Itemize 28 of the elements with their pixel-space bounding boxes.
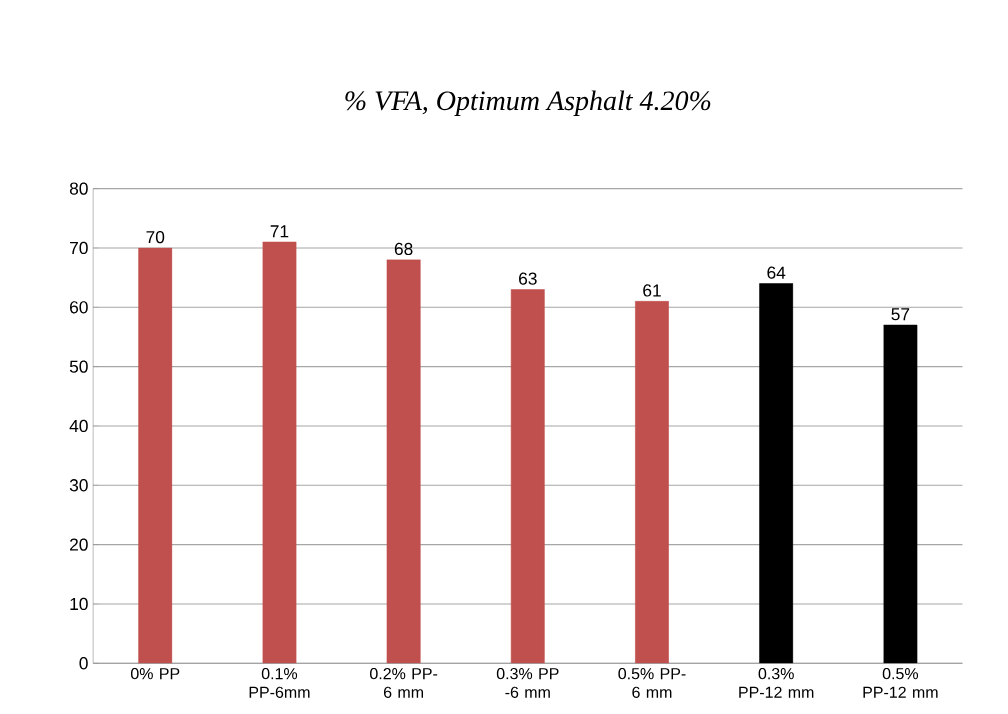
y-tick-label: 80 [69, 182, 88, 195]
data-label: 57 [891, 308, 910, 321]
data-label: 71 [270, 225, 289, 238]
y-tick-label: 0 [79, 657, 88, 670]
y-tick-label: 10 [70, 597, 88, 611]
y-tick-label: 50 [69, 360, 88, 373]
bar [759, 283, 794, 664]
y-tick-label: 40 [69, 419, 88, 433]
y-tick-label: 60 [70, 301, 88, 314]
data-label: 68 [394, 242, 413, 256]
x-tick-label: 0.3% PP -6 mm [496, 667, 559, 698]
x-tick-label: 0.2% PP- 6 mm [370, 667, 438, 698]
x-tick-label: 0.5% PP-12 mm [863, 667, 938, 698]
data-label: 63 [519, 272, 537, 285]
x-tick-label: 0.5% PP- 6 mm [618, 667, 686, 698]
data-label: 61 [643, 284, 661, 297]
y-tick-label: 30 [69, 479, 88, 492]
chart-title: % VFA, Optimum Asphalt 4.20% [345, 90, 711, 116]
x-tick-label: 0.3% PP-12 mm [739, 667, 814, 698]
y-tick-label: 70 [70, 241, 88, 255]
bar [262, 241, 297, 664]
bar [138, 247, 173, 664]
y-tick-label: 20 [70, 538, 88, 551]
data-label: 64 [767, 266, 786, 279]
data-label: 70 [146, 230, 165, 244]
bar [883, 324, 918, 664]
x-tick-label: 0% PP [130, 667, 180, 680]
x-tick-label: 0.1% PP-6mm [249, 667, 310, 698]
